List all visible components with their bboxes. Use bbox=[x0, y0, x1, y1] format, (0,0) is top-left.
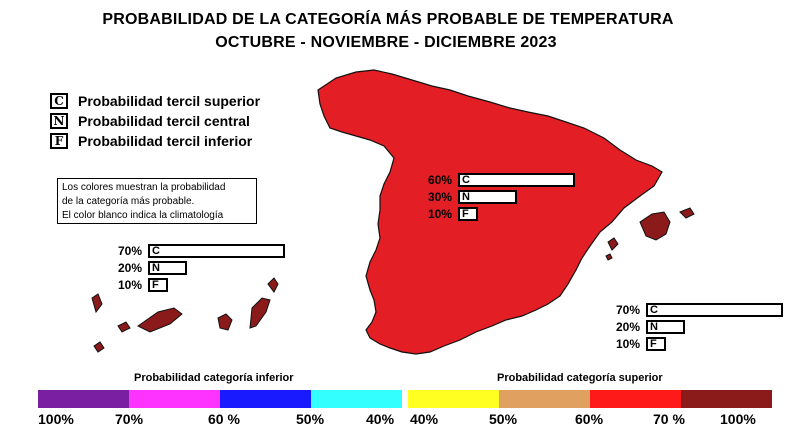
bar-row: 60% C bbox=[418, 173, 575, 187]
scale-swatch-inferior bbox=[38, 390, 129, 408]
canarias-island-fuerteventura bbox=[249, 297, 271, 329]
scale-swatch-inferior bbox=[129, 390, 220, 408]
legend-letter-c: C bbox=[50, 93, 68, 109]
probability-bar-n: N bbox=[148, 261, 187, 275]
bar-row: 70% C bbox=[606, 303, 783, 317]
bar-row: 20% N bbox=[108, 261, 187, 275]
note-box: Los colores muestran la probabilidad de … bbox=[57, 178, 257, 224]
legend-item-inferior: F Probabilidad tercil inferior bbox=[50, 132, 252, 150]
bar-percent-label: 60% bbox=[427, 173, 452, 187]
baleares-island-menorca bbox=[679, 207, 695, 219]
peninsula-region bbox=[317, 69, 663, 355]
scale-swatch-inferior bbox=[220, 390, 311, 408]
scale-title-inferior: Probabilidad categoría inferior bbox=[134, 372, 294, 384]
baleares-island-mallorca bbox=[639, 211, 671, 241]
scale-swatch-superior bbox=[590, 390, 681, 408]
canarias-island-lanzarote bbox=[267, 277, 279, 293]
probability-bar-c: C bbox=[646, 303, 783, 317]
scale-swatch-superior bbox=[499, 390, 590, 408]
note-line: Los colores muestran la probabilidad bbox=[62, 182, 226, 193]
bar-percent-label: 10% bbox=[615, 337, 640, 351]
scale-tick-label: 70 % bbox=[653, 411, 685, 427]
map-subtitle: OCTUBRE - NOVIEMBRE - DICIEMBRE 2023 bbox=[215, 34, 557, 51]
scale-tick-label: 70% bbox=[115, 411, 144, 427]
bar-row: 10% F bbox=[108, 278, 168, 292]
bar-percent-label: 30% bbox=[427, 190, 452, 204]
bar-row: 10% F bbox=[606, 337, 666, 351]
bar-row: 10% F bbox=[418, 207, 478, 221]
scale-tick-label: 50% bbox=[489, 411, 518, 427]
legend-label: Probabilidad tercil inferior bbox=[78, 133, 253, 149]
bar-percent-label: 10% bbox=[427, 207, 452, 221]
canarias-island-el-hierro bbox=[93, 341, 105, 353]
legend-item-superior: C Probabilidad tercil superior bbox=[50, 92, 260, 110]
scale-title-superior: Probabilidad categoría superior bbox=[497, 372, 663, 384]
legend-label: Probabilidad tercil central bbox=[78, 113, 250, 129]
legend-item-central: N Probabilidad tercil central bbox=[50, 112, 250, 130]
probability-bar-f: F bbox=[148, 278, 168, 292]
baleares-island-ibiza bbox=[607, 237, 619, 251]
canarias-island-la-gomera bbox=[117, 321, 131, 333]
note-line: El color blanco indica la climatología bbox=[62, 210, 224, 221]
probability-bar-c: C bbox=[148, 244, 285, 258]
scale-tick-label: 100% bbox=[720, 411, 756, 427]
bar-percent-label: 10% bbox=[117, 278, 142, 292]
probability-bar-c: C bbox=[458, 173, 575, 187]
scale-swatch-superior bbox=[681, 390, 772, 408]
scale-tick-label: 60 % bbox=[208, 411, 240, 427]
probability-bar-n: N bbox=[458, 190, 517, 204]
scale-tick-label: 100% bbox=[38, 411, 74, 427]
bar-row: 30% N bbox=[418, 190, 517, 204]
legend-label: Probabilidad tercil superior bbox=[78, 93, 261, 109]
baleares-island-formentera bbox=[605, 253, 613, 261]
bar-percent-label: 70% bbox=[615, 303, 640, 317]
legend-letter-n: N bbox=[50, 113, 68, 129]
canarias-island-tenerife bbox=[137, 307, 183, 333]
scale-tick-label: 40% bbox=[366, 411, 395, 427]
bar-percent-label: 20% bbox=[615, 320, 640, 334]
probability-bar-f: F bbox=[646, 337, 666, 351]
scale-tick-label: 40% bbox=[410, 411, 439, 427]
probability-bar-f: F bbox=[458, 207, 478, 221]
scale-tick-label: 60% bbox=[575, 411, 604, 427]
bar-percent-label: 20% bbox=[117, 261, 142, 275]
bar-percent-label: 70% bbox=[117, 244, 142, 258]
canarias-island-la-palma bbox=[91, 293, 103, 314]
map-title: PROBABILIDAD DE LA CATEGORÍA MÁS PROBABL… bbox=[102, 11, 674, 28]
probability-bar-n: N bbox=[646, 320, 685, 334]
legend-letter-f: F bbox=[50, 133, 68, 149]
scale-swatch-superior bbox=[408, 390, 499, 408]
bar-row: 70% C bbox=[108, 244, 285, 258]
note-line: de la categoría más probable. bbox=[62, 196, 195, 207]
scale-tick-label: 50% bbox=[296, 411, 325, 427]
canarias-island-gran-canaria bbox=[217, 313, 233, 331]
scale-swatch-inferior bbox=[311, 390, 402, 408]
bar-row: 20% N bbox=[606, 320, 685, 334]
